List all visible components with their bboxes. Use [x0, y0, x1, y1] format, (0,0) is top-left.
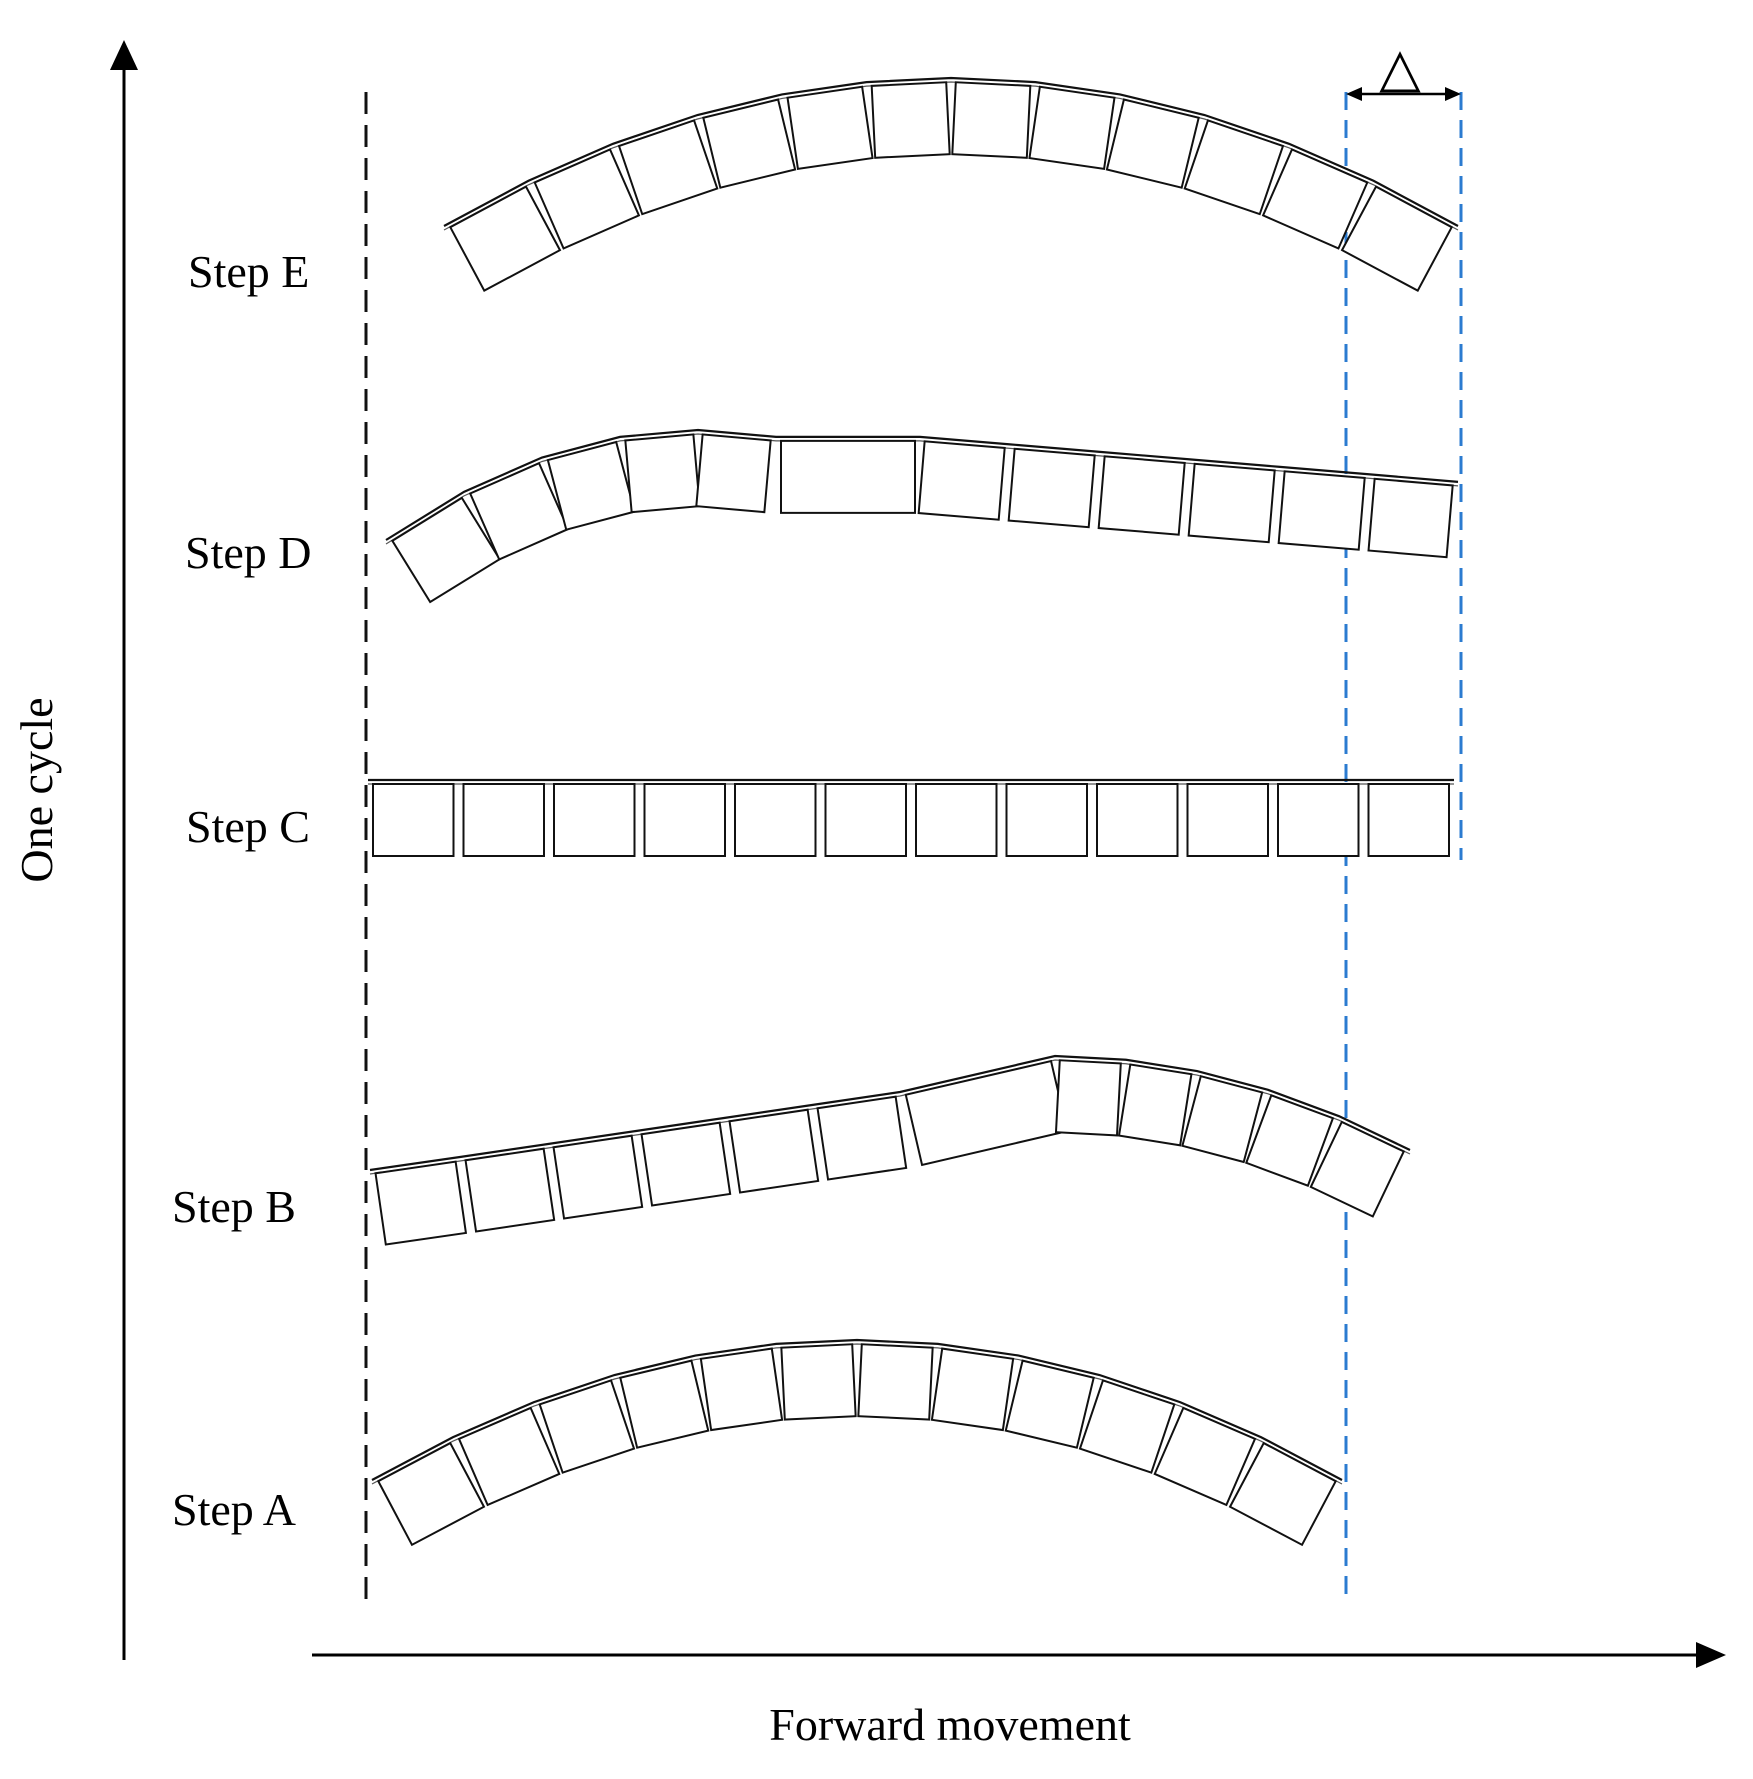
body-segment-a-11 — [1153, 1406, 1257, 1507]
body-segment-d-7 — [917, 440, 1006, 521]
body-spine — [385, 428, 1459, 541]
body-segment-d-1 — [390, 496, 502, 604]
y-axis-label: One cycle — [11, 697, 62, 882]
body-segment-b-1 — [374, 1160, 468, 1246]
body-segment-b-5 — [728, 1108, 820, 1194]
body-segment-b-7 — [904, 1059, 1069, 1167]
body-segment-a-4 — [619, 1359, 710, 1449]
body-segment-b-2 — [464, 1147, 556, 1233]
body-segment-d-11 — [1277, 470, 1366, 551]
body-segment-d-12 — [1367, 477, 1454, 559]
robot-body-step-a — [371, 1338, 1343, 1547]
body-segment-c-1 — [372, 783, 455, 857]
step-label-d: Step D — [185, 527, 312, 578]
x-axis — [312, 1642, 1726, 1668]
body-segment-a-9 — [1004, 1359, 1095, 1449]
body-segment-c-9 — [1096, 783, 1179, 857]
body-segment-a-8 — [930, 1347, 1015, 1432]
body-segment-c-2 — [462, 783, 545, 857]
body-segment-b-6 — [816, 1095, 908, 1181]
body-segment-a-12 — [1228, 1441, 1338, 1547]
body-segment-e-1 — [448, 185, 562, 293]
body-segment-c-12 — [1367, 783, 1450, 857]
body-segment-c-4 — [643, 783, 726, 857]
body-segment-d-9 — [1097, 455, 1186, 536]
step-label-c: Step C — [186, 801, 310, 852]
body-segment-b-11 — [1244, 1094, 1335, 1187]
step-label-a: Step A — [172, 1484, 296, 1535]
body-segment-d-4 — [624, 433, 701, 514]
body-segment-e-3 — [617, 119, 719, 216]
body-segment-c-6 — [824, 783, 907, 857]
body-segment-a-10 — [1078, 1379, 1176, 1474]
body-spine — [369, 1054, 1411, 1172]
body-segment-a-1 — [376, 1441, 486, 1547]
body-segment-c-7 — [915, 783, 998, 857]
body-spine — [443, 76, 1459, 227]
x-axis-label: Forward movement — [769, 1699, 1131, 1750]
body-segment-b-3 — [552, 1134, 644, 1220]
body-spine-inner — [369, 1059, 1411, 1175]
body-segment-b-12 — [1309, 1120, 1406, 1218]
body-spine-inner — [371, 1343, 1343, 1485]
body-segment-b-8 — [1054, 1059, 1122, 1137]
body-segment-d-2 — [468, 461, 570, 561]
body-segment-c-10 — [1186, 783, 1269, 857]
y-axis-arrowhead — [110, 40, 138, 70]
body-segment-e-12 — [1340, 185, 1454, 293]
body-segment-c-8 — [1005, 783, 1088, 857]
body-segment-d-5 — [695, 433, 772, 514]
body-segment-a-6 — [780, 1343, 857, 1421]
y-axis — [110, 40, 138, 1660]
body-segment-a-3 — [538, 1379, 636, 1474]
body-segment-d-3 — [546, 440, 636, 531]
displacement-indicator — [1346, 87, 1461, 101]
displacement-delta-symbol: △ — [1379, 38, 1421, 98]
robot-body-step-e — [443, 76, 1459, 293]
body-segment-e-2 — [533, 148, 641, 250]
body-segment-a-2 — [457, 1406, 561, 1507]
body-segment-e-5 — [786, 85, 874, 171]
x-axis-arrowhead — [1696, 1642, 1726, 1668]
body-segment-d-6 — [780, 439, 916, 514]
step-label-b: Step B — [172, 1181, 296, 1232]
body-segment-e-9 — [1105, 98, 1200, 189]
body-spine-inner — [385, 433, 1459, 545]
body-segment-d-10 — [1187, 462, 1276, 544]
robot-body-step-c — [368, 778, 1454, 857]
body-segment-d-8 — [1007, 447, 1096, 529]
body-segment-b-9 — [1117, 1063, 1193, 1147]
body-segment-c-3 — [553, 783, 636, 857]
body-segment-e-6 — [870, 81, 951, 159]
body-segment-c-5 — [734, 783, 817, 857]
body-segment-a-5 — [699, 1347, 784, 1432]
body-segment-c-11 — [1277, 783, 1360, 857]
body-segment-e-10 — [1183, 119, 1285, 216]
step-label-e: Step E — [188, 246, 309, 297]
body-segment-e-8 — [1028, 85, 1116, 171]
robot-body-step-b — [369, 1054, 1411, 1246]
body-segment-a-7 — [857, 1343, 934, 1421]
body-segment-e-7 — [951, 81, 1032, 159]
body-segment-b-4 — [640, 1121, 732, 1207]
robot-body-step-d — [385, 428, 1459, 604]
body-spine — [371, 1338, 1343, 1481]
body-segment-e-4 — [702, 98, 797, 189]
body-segment-b-10 — [1181, 1074, 1264, 1164]
body-segment-e-11 — [1261, 148, 1369, 250]
body-spine-inner — [443, 81, 1459, 231]
